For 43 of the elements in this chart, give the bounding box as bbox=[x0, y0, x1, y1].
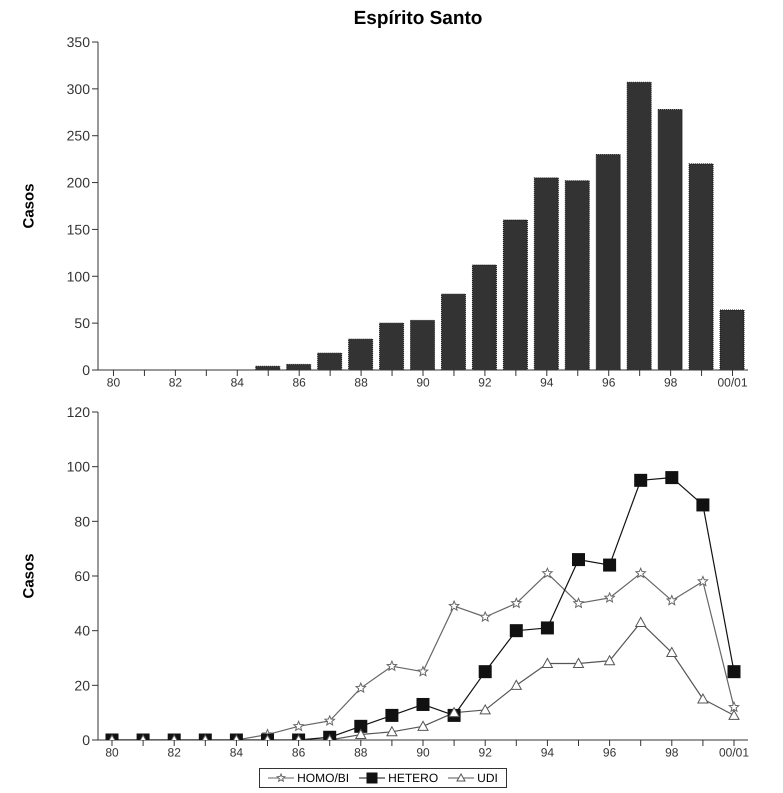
x-tick-label: 92 bbox=[478, 376, 492, 390]
chart-title: Espírito Santo bbox=[352, 8, 484, 31]
y-tick-label: 120 bbox=[66, 404, 90, 420]
x-tick-label: 80 bbox=[105, 746, 119, 760]
y-tick-label: 20 bbox=[74, 677, 90, 694]
x-tick-label: 94 bbox=[540, 376, 554, 390]
x-tick-label: 88 bbox=[354, 746, 368, 760]
x-tick-label: 96 bbox=[602, 376, 616, 390]
y-tick-label: 0 bbox=[82, 732, 90, 748]
x-tick-label: 90 bbox=[416, 376, 430, 390]
x-tick-label: 00/01 bbox=[718, 746, 750, 760]
x-tick-label: 86 bbox=[292, 746, 306, 760]
x-tick-label: 98 bbox=[664, 376, 678, 390]
x-tick-label: 82 bbox=[168, 746, 182, 760]
y-tick-label: 50 bbox=[74, 315, 90, 332]
x-tick-label: 94 bbox=[540, 746, 554, 760]
x-tick-label: 96 bbox=[602, 746, 617, 760]
y-tick-label: 0 bbox=[82, 362, 90, 378]
legend-label: HETERO bbox=[387, 771, 438, 785]
y-tick-label: 100 bbox=[66, 268, 90, 284]
y-tick-label: 40 bbox=[74, 622, 90, 639]
x-tick-label: 84 bbox=[230, 376, 244, 390]
y-tick-label: 350 bbox=[66, 34, 90, 50]
y-tick-label: 150 bbox=[66, 221, 90, 238]
y-tick-label: 250 bbox=[66, 128, 90, 144]
x-tick-label: 80 bbox=[106, 376, 120, 390]
x-tick-label: 90 bbox=[416, 746, 430, 760]
x-tick-label: 00/01 bbox=[718, 376, 748, 390]
x-tick-label: 86 bbox=[292, 376, 306, 390]
y-axis-title: Casos bbox=[20, 183, 38, 229]
y-tick-label: 200 bbox=[66, 174, 90, 191]
y-tick-label: 80 bbox=[74, 513, 90, 530]
legend-label: UDI bbox=[476, 771, 498, 785]
legend-label: HOMO/BI bbox=[296, 771, 350, 785]
x-tick-label: 88 bbox=[354, 376, 368, 390]
x-tick-label: 98 bbox=[665, 746, 679, 760]
y-tick-label: 300 bbox=[66, 80, 90, 97]
y-tick-label: 100 bbox=[66, 458, 90, 475]
x-tick-label: 92 bbox=[478, 746, 492, 760]
y-axis-title: Casos bbox=[20, 553, 38, 599]
y-tick-label: 60 bbox=[74, 568, 90, 584]
x-tick-label: 84 bbox=[230, 746, 244, 760]
x-tick-label: 82 bbox=[168, 376, 182, 390]
